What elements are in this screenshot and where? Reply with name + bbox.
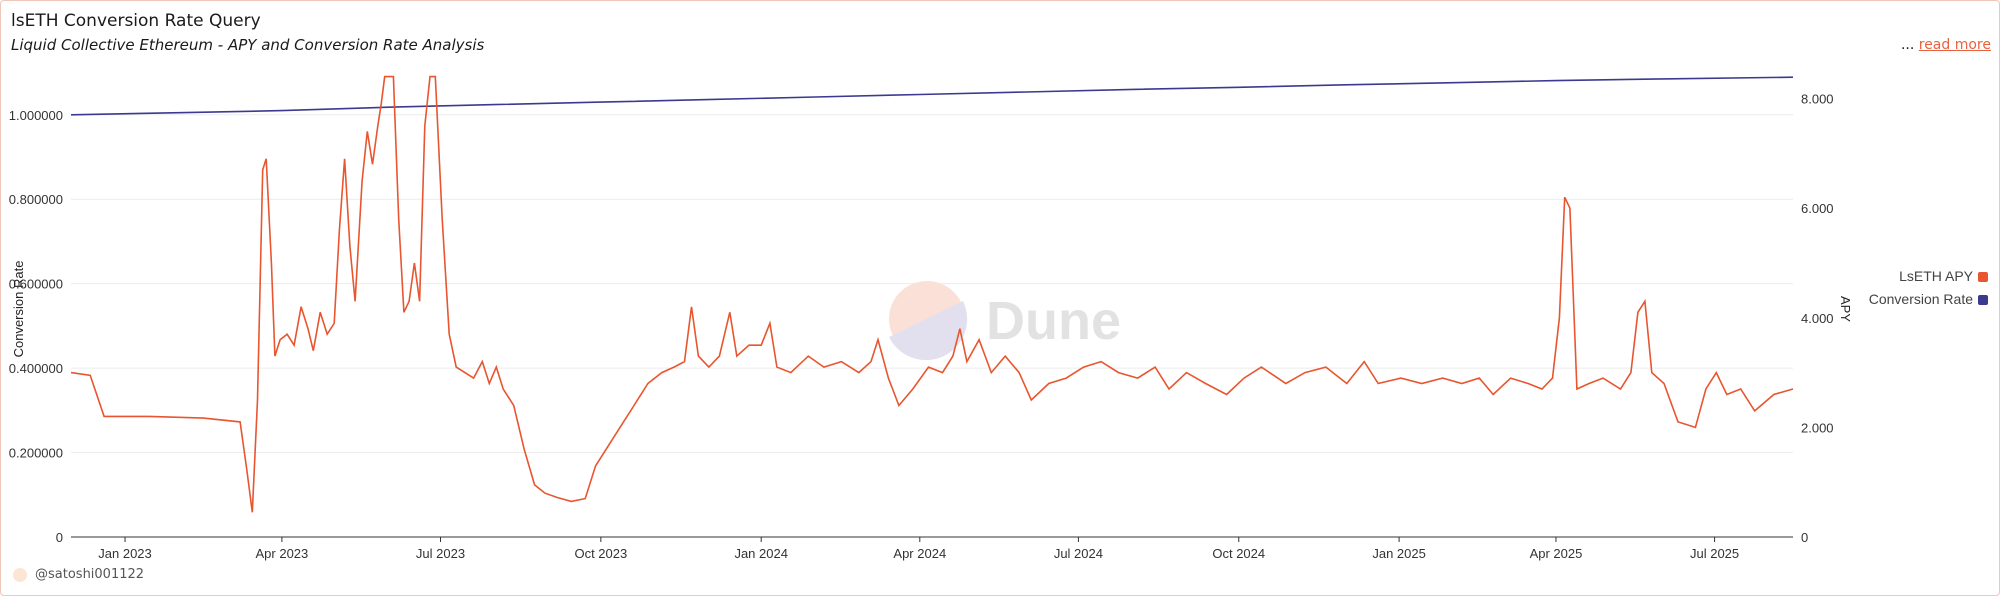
watermark-logo-wedge	[889, 301, 968, 361]
x-tick-label: Apr 2024	[893, 546, 946, 561]
chart-subtitle: Liquid Collective Ethereum - APY and Con…	[11, 36, 485, 54]
y-left-tick-label: 0.800000	[9, 192, 63, 207]
x-axis-ticks: Jan 2023 Apr 2023 Jul 2023 Oct 2023 Jan 2024…	[98, 537, 1739, 561]
legend: LsETH APY Conversion Rate	[1869, 268, 1988, 307]
author-name[interactable]: @satoshi001122	[35, 567, 145, 582]
y-right-tick-label: 8.000	[1801, 92, 1834, 107]
x-tick-label: Jan 2023	[98, 546, 152, 561]
x-tick-label: Jan 2025	[1372, 546, 1426, 561]
left-axis-ticks: 0 0.200000 0.400000 0.600000 0.800000 1.00000…	[9, 108, 63, 545]
y-right-tick-label: 2.000	[1801, 420, 1834, 435]
read-more-link[interactable]: read more	[1918, 37, 1991, 53]
x-tick-label: Apr 2025	[1530, 546, 1583, 561]
y-left-tick-label: 0.400000	[9, 361, 63, 376]
x-tick-label: Jan 2024	[734, 546, 788, 561]
y-axis-label-left: Conversion Rate	[11, 261, 26, 358]
footer: @satoshi001122	[13, 567, 144, 582]
x-tick-label: Oct 2024	[1212, 546, 1265, 561]
ellipsis-text: ...	[1900, 37, 1915, 53]
dune-watermark: Dune	[889, 281, 1121, 361]
y-left-tick-label: 1.000000	[9, 108, 63, 123]
x-tick-label: Jul 2024	[1054, 546, 1103, 561]
read-more-area: ... read more	[1901, 37, 1991, 53]
legend-swatch-apy[interactable]	[1978, 272, 1988, 282]
x-tick-label: Jul 2023	[416, 546, 465, 561]
x-tick-label: Apr 2023	[256, 546, 309, 561]
right-axis-ticks: 0 2.000 4.000 6.000 8.000	[1801, 92, 1834, 545]
y-axis-label-right: APY	[1838, 296, 1853, 322]
legend-label-apy[interactable]: LsETH APY	[1899, 268, 1974, 284]
x-tick-label: Jul 2025	[1690, 546, 1739, 561]
watermark-text: Dune	[986, 291, 1121, 351]
series-line-conversion-rate[interactable]	[70, 76, 1794, 116]
x-tick-label: Oct 2023	[574, 546, 627, 561]
chart-title: lsETH Conversion Rate Query	[11, 11, 261, 31]
y-right-tick-label: 0	[1801, 530, 1808, 545]
chart-svg: Dune 0 0.200000 0.400000 0.600000 0.800000 1.…	[9, 75, 1988, 561]
author-avatar	[13, 567, 27, 582]
y-left-tick-label: 0.200000	[9, 446, 63, 461]
series-line-lseth-apy[interactable]	[70, 75, 1794, 513]
legend-label-conversion[interactable]: Conversion Rate	[1869, 291, 1973, 307]
y-right-tick-label: 4.000	[1801, 311, 1834, 326]
y-left-tick-label: 0.600000	[9, 277, 63, 292]
legend-swatch-conversion[interactable]	[1978, 295, 1988, 305]
y-left-tick-label: 0	[56, 530, 63, 545]
y-right-tick-label: 6.000	[1801, 201, 1834, 216]
